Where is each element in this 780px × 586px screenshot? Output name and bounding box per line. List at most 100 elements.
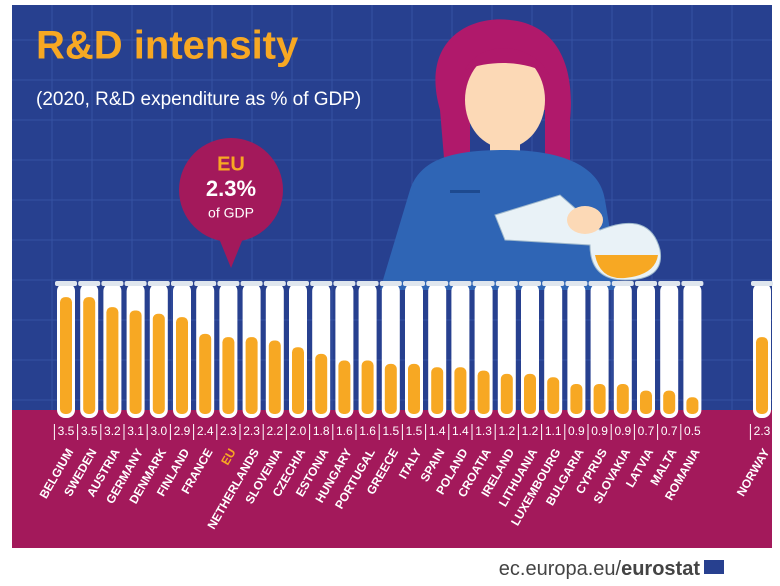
value-label: 3.2 xyxy=(104,424,121,438)
bar xyxy=(547,377,560,414)
bar xyxy=(454,367,467,414)
tube-rim xyxy=(495,281,518,286)
tube xyxy=(613,283,632,418)
bar xyxy=(500,373,513,414)
tube xyxy=(637,283,655,418)
value-label: 0.9 xyxy=(614,424,631,438)
tube-rim xyxy=(356,281,379,286)
bar xyxy=(245,337,258,414)
bar xyxy=(129,310,142,414)
value-label: 3.0 xyxy=(150,424,167,438)
value-label: 2.2 xyxy=(266,424,283,438)
value-label: 1.5 xyxy=(382,424,399,438)
illustration xyxy=(380,19,662,290)
tube-rim xyxy=(240,281,263,286)
tube-rim xyxy=(379,281,402,286)
tube xyxy=(567,283,586,418)
value-label: 0.9 xyxy=(591,424,608,438)
tube xyxy=(590,283,609,418)
value-label: 1.4 xyxy=(429,424,446,438)
bar xyxy=(431,367,444,414)
tube-rim xyxy=(681,281,704,286)
bar xyxy=(477,370,490,414)
source-site: ec.europa.eu/ xyxy=(499,558,622,580)
tube-rim xyxy=(611,281,634,286)
tube-rim xyxy=(287,281,309,286)
tube-rim xyxy=(194,281,217,286)
bar xyxy=(292,347,304,414)
bar xyxy=(616,383,629,414)
callout-label: EU xyxy=(217,153,245,175)
value-label: 2.3 xyxy=(243,424,260,438)
tube-rim xyxy=(542,281,565,286)
bar xyxy=(60,297,72,414)
value-label: 3.5 xyxy=(81,424,98,438)
tube-rim xyxy=(171,281,193,286)
tube-rim xyxy=(217,281,240,286)
tube-rim xyxy=(519,281,541,286)
tube-rim xyxy=(55,281,77,286)
tube-rim xyxy=(751,281,773,286)
value-label: 1.5 xyxy=(406,424,423,438)
bar xyxy=(384,363,397,414)
chart-title: R&D intensity xyxy=(36,24,299,68)
value-label: 0.7 xyxy=(661,424,678,438)
tube xyxy=(660,283,679,418)
bar xyxy=(663,390,676,414)
tube-rim xyxy=(565,281,588,286)
value-label: 2.3 xyxy=(220,424,237,438)
bar xyxy=(83,297,96,414)
callout-value: 2.3% xyxy=(206,176,256,201)
value-label: 2.3 xyxy=(754,424,771,438)
tube-rim xyxy=(449,281,472,286)
bar xyxy=(315,353,328,414)
value-label: 1.2 xyxy=(498,424,515,438)
source-logo xyxy=(704,560,724,574)
tube-rim xyxy=(472,281,495,286)
bar xyxy=(222,337,235,414)
tube xyxy=(683,283,702,418)
bar xyxy=(199,333,212,414)
value-label: 1.3 xyxy=(475,424,492,438)
tube-rim xyxy=(310,281,333,286)
source-brand: eurostat xyxy=(621,558,700,580)
bar xyxy=(640,390,652,414)
value-label: 0.5 xyxy=(684,424,701,438)
tube-rim xyxy=(658,281,681,286)
tube-rim xyxy=(124,281,147,286)
chart-subtitle: (2020, R&D expenditure as % of GDP) xyxy=(36,89,361,110)
bar xyxy=(152,313,165,414)
tube-rim xyxy=(333,281,356,286)
tube-rim xyxy=(78,281,101,286)
tube-rim xyxy=(101,281,124,286)
callout: EU 2.3% of GDP xyxy=(179,138,283,268)
bar xyxy=(176,317,188,414)
value-label: 1.4 xyxy=(452,424,469,438)
bar xyxy=(361,360,374,414)
bar xyxy=(268,340,281,414)
tube-rim xyxy=(635,281,657,286)
value-label: 1.2 xyxy=(522,424,539,438)
tube-rim xyxy=(403,281,425,286)
value-label: 0.7 xyxy=(638,424,655,438)
callout-pointer xyxy=(218,236,244,268)
value-label: 2.0 xyxy=(290,424,307,438)
tube-rim xyxy=(147,281,170,286)
source: ec.europa.eu/eurostat xyxy=(499,558,701,580)
bar xyxy=(570,383,583,414)
callout-bubble xyxy=(179,138,283,242)
value-label: 1.8 xyxy=(313,424,330,438)
value-label: 1.6 xyxy=(359,424,376,438)
value-label: 3.5 xyxy=(58,424,75,438)
bar xyxy=(686,397,699,414)
tube-rim xyxy=(588,281,611,286)
bar xyxy=(593,383,606,414)
value-label: 1.1 xyxy=(545,424,562,438)
tube-rim xyxy=(426,281,449,286)
value-label: 1.6 xyxy=(336,424,353,438)
bar xyxy=(106,307,119,414)
value-label: 0.9 xyxy=(568,424,585,438)
callout-unit: of GDP xyxy=(208,205,254,221)
